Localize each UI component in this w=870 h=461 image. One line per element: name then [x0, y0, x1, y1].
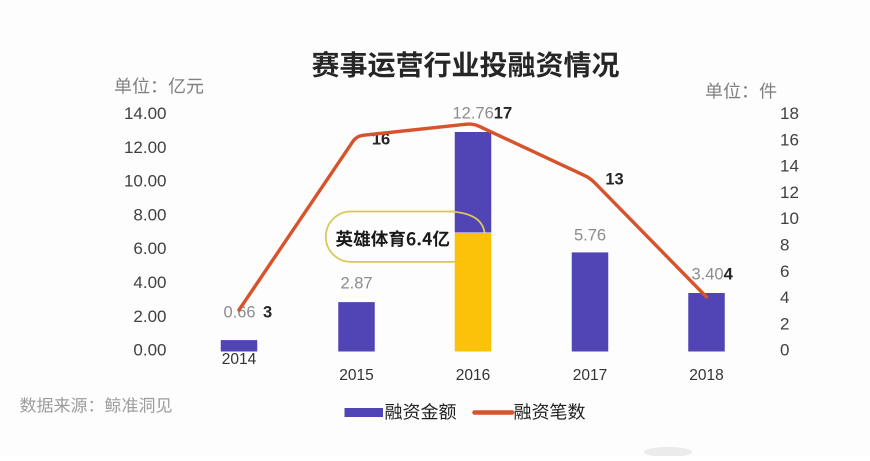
svg-text:0: 0: [780, 341, 789, 360]
svg-text:0.66: 0.66: [224, 304, 256, 322]
svg-text:2016: 2016: [456, 367, 490, 384]
svg-text:2014: 2014: [222, 351, 257, 368]
svg-text:18: 18: [780, 104, 799, 123]
svg-text:2017: 2017: [573, 367, 607, 384]
svg-text:8: 8: [780, 236, 789, 255]
svg-text:2.87: 2.87: [340, 275, 372, 293]
svg-text:16: 16: [780, 130, 799, 149]
svg-text:10.00: 10.00: [124, 172, 167, 191]
svg-text:3: 3: [263, 304, 272, 322]
svg-text:8.00: 8.00: [133, 205, 166, 224]
svg-text:12.7617: 12.7617: [453, 105, 513, 123]
svg-text:2015: 2015: [339, 367, 373, 384]
svg-text:2018: 2018: [689, 367, 723, 384]
svg-text:2: 2: [780, 314, 789, 333]
svg-text:12.00: 12.00: [124, 138, 167, 157]
svg-text:14: 14: [780, 157, 799, 176]
svg-text:2.00: 2.00: [133, 307, 166, 326]
svg-text:4.00: 4.00: [133, 273, 166, 292]
svg-text:5.76: 5.76: [574, 227, 606, 245]
svg-text:6.00: 6.00: [133, 239, 166, 258]
svg-text:3.404: 3.404: [692, 266, 734, 284]
svg-text:10: 10: [780, 209, 799, 228]
svg-text:6: 6: [780, 262, 789, 281]
svg-text:14.00: 14.00: [124, 104, 167, 123]
svg-text:13: 13: [605, 171, 623, 189]
svg-text:0.00: 0.00: [133, 341, 166, 360]
svg-text:12: 12: [780, 183, 799, 202]
svg-text:4: 4: [780, 288, 789, 307]
